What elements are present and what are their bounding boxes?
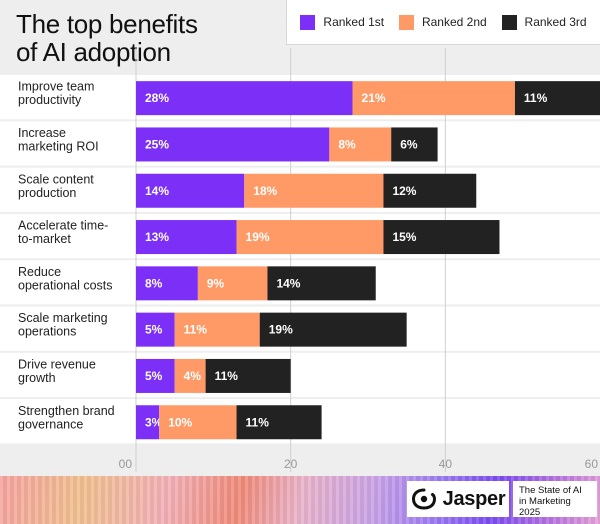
chart-title: The top benefits of AI adoption xyxy=(16,10,276,66)
legend-label-ranked-3rd: Ranked 3rd xyxy=(524,15,587,29)
bar-label: 11% xyxy=(215,369,239,383)
bar-label: 12% xyxy=(392,184,416,198)
legend-item-ranked-3rd: Ranked 3rd xyxy=(501,14,587,30)
legend-swatch-ranked-3rd xyxy=(501,14,517,30)
legend: Ranked 1st Ranked 2nd Ranked 3rd xyxy=(286,0,600,45)
row-band xyxy=(0,352,600,398)
bar-ranked-2nd xyxy=(244,173,384,208)
category-label: productivity xyxy=(18,93,82,107)
bar-ranked-2nd xyxy=(352,81,515,116)
bar-ranked-3rd xyxy=(267,266,376,301)
bar-ranked-2nd xyxy=(197,266,268,301)
bar-ranked-1st xyxy=(136,405,160,440)
bar-label: 11% xyxy=(246,415,270,429)
footer-gradient-banner xyxy=(0,476,600,524)
bar-ranked-3rd xyxy=(236,405,322,440)
bar-ranked-1st xyxy=(136,81,353,116)
footer-texture xyxy=(0,476,600,524)
bar-label: 18% xyxy=(253,184,277,198)
bar-ranked-3rd xyxy=(259,312,407,347)
bar-ranked-1st xyxy=(136,127,330,162)
bar-label: 6% xyxy=(400,137,418,151)
chart-title-line-1: The top benefits xyxy=(16,9,198,39)
category-label: governance xyxy=(18,417,83,431)
x-tick-label: 60 xyxy=(585,457,599,471)
bar-label: 14% xyxy=(145,184,169,198)
category-label: Improve team xyxy=(18,80,94,94)
category-label: operations xyxy=(18,325,76,339)
x-tick-label: 20 xyxy=(284,457,298,471)
bar-ranked-1st xyxy=(136,312,175,347)
bar-label: 13% xyxy=(145,230,169,244)
legend-item-ranked-1st: Ranked 1st xyxy=(300,14,385,30)
legend-swatch-ranked-2nd xyxy=(398,14,414,30)
legend-item-ranked-2nd: Ranked 2nd xyxy=(398,14,487,30)
category-label: to-market xyxy=(18,232,71,246)
legend-label-ranked-1st: Ranked 1st xyxy=(323,15,385,29)
bar-label: 3% xyxy=(145,415,163,429)
bar-ranked-3rd xyxy=(383,220,500,255)
bar-ranked-1st xyxy=(136,220,237,255)
bar-label: 11% xyxy=(184,323,208,337)
bar-label: 8% xyxy=(338,137,356,151)
logo-wordmark: Jasper xyxy=(442,487,506,510)
bar-ranked-2nd xyxy=(174,358,206,393)
bar-label: 11% xyxy=(524,91,548,105)
category-label: Accelerate time- xyxy=(18,219,108,233)
legend-swatch-ranked-1st xyxy=(300,14,316,30)
bar-label: 9% xyxy=(207,276,225,290)
legend-label-ranked-2nd: Ranked 2nd xyxy=(421,15,487,29)
bar-label: 28% xyxy=(145,91,169,105)
bar-label: 15% xyxy=(392,230,416,244)
bar-ranked-3rd xyxy=(514,81,600,116)
bar-label: 19% xyxy=(246,230,270,244)
bar-label: 10% xyxy=(168,415,192,429)
category-label: Increase xyxy=(18,126,66,140)
bar-ranked-2nd xyxy=(174,312,260,347)
category-label: production xyxy=(18,186,76,200)
report-title: The State of AI in Marketing 2025 xyxy=(519,485,582,518)
bar-ranked-3rd xyxy=(383,173,477,208)
x-tick-label: 40 xyxy=(439,457,453,471)
bar-ranked-3rd xyxy=(205,358,291,393)
bar-ranked-2nd xyxy=(329,127,392,162)
category-label: Strengthen brand xyxy=(18,404,115,418)
report-title-box: The State of AI in Marketing 2025 xyxy=(513,481,597,518)
category-label: Scale marketing xyxy=(18,311,108,325)
bar-ranked-3rd xyxy=(391,127,438,162)
bar-label: 5% xyxy=(145,369,163,383)
bar-ranked-1st xyxy=(136,266,198,301)
bar-label: 4% xyxy=(184,369,202,383)
bar-ranked-1st xyxy=(136,173,245,208)
bar-label: 5% xyxy=(145,323,163,337)
category-label: Reduce xyxy=(18,265,61,279)
category-label: Drive revenue xyxy=(18,357,96,371)
chart-title-line-2: of AI adoption xyxy=(16,37,171,67)
bar-label: 8% xyxy=(145,276,163,290)
bar-ranked-2nd xyxy=(236,220,384,255)
category-label: Scale content xyxy=(18,172,94,186)
bar-label: 25% xyxy=(145,137,169,151)
category-label: marketing ROI xyxy=(18,139,99,153)
category-label: growth xyxy=(18,371,56,385)
bar-ranked-1st xyxy=(136,358,175,393)
bar-label: 21% xyxy=(362,91,386,105)
jasper-logo: Jasper xyxy=(407,481,509,517)
x-tick-label: 00 xyxy=(119,457,133,471)
bar-ranked-2nd xyxy=(159,405,237,440)
bar-label: 14% xyxy=(276,276,300,290)
category-label: operational costs xyxy=(18,278,113,292)
bar-label: 19% xyxy=(269,323,293,337)
jasper-logo-icon xyxy=(411,488,436,510)
